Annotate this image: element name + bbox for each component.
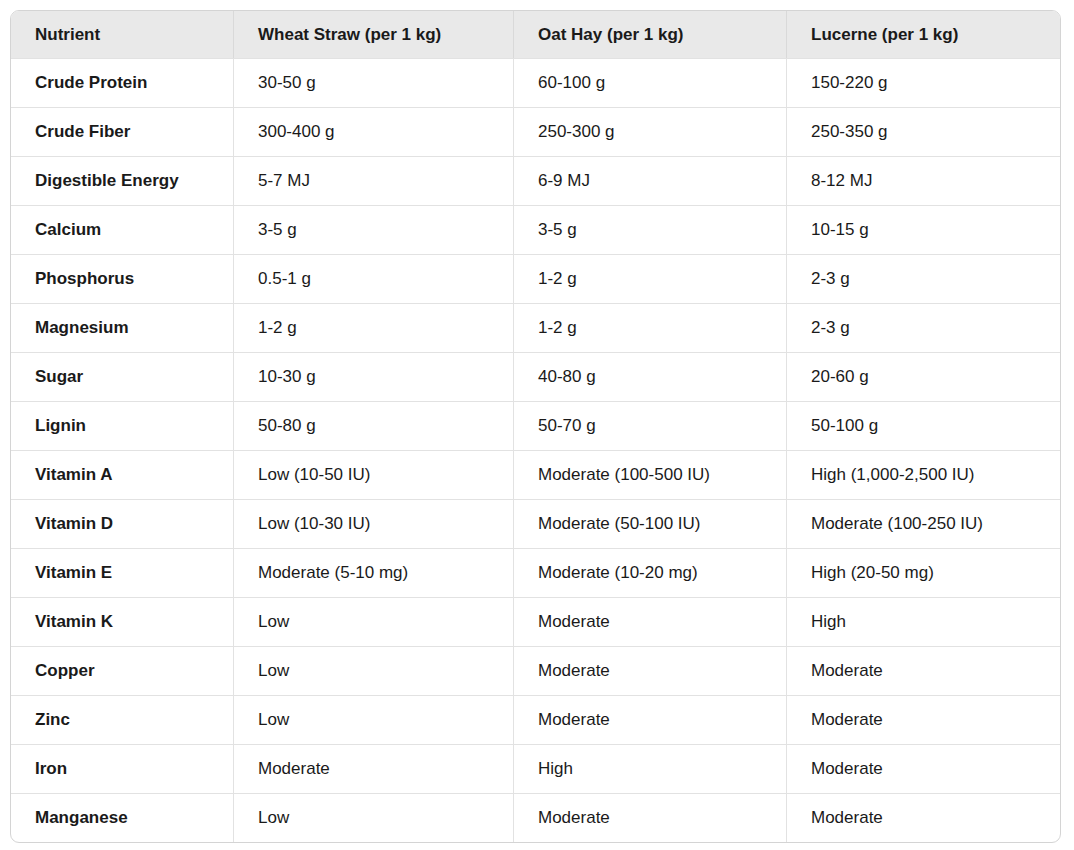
value-cell: 40-80 g [513, 352, 786, 401]
value-cell: 8-12 MJ [786, 156, 1061, 205]
value-cell: Moderate [786, 744, 1061, 793]
nutrient-cell: Phosphorus [11, 254, 233, 303]
value-cell: Moderate [513, 646, 786, 695]
value-cell: Low (10-50 IU) [233, 450, 513, 499]
value-cell: 300-400 g [233, 107, 513, 156]
column-header-lucerne: Lucerne (per 1 kg) [786, 11, 1061, 58]
nutrient-cell: Vitamin E [11, 548, 233, 597]
value-cell: High (1,000-2,500 IU) [786, 450, 1061, 499]
value-cell: High [513, 744, 786, 793]
value-cell: Moderate [513, 695, 786, 744]
value-cell: Moderate [513, 597, 786, 646]
value-cell: 1-2 g [513, 303, 786, 352]
value-cell: 50-100 g [786, 401, 1061, 450]
nutrient-cell: Magnesium [11, 303, 233, 352]
table-header: Nutrient Wheat Straw (per 1 kg) Oat Hay … [11, 11, 1061, 58]
nutrient-cell: Vitamin A [11, 450, 233, 499]
nutrient-cell: Copper [11, 646, 233, 695]
column-header-wheat-straw: Wheat Straw (per 1 kg) [233, 11, 513, 58]
table-row: Crude Fiber300-400 g250-300 g250-350 g [11, 107, 1061, 156]
value-cell: Moderate [233, 744, 513, 793]
value-cell: 250-300 g [513, 107, 786, 156]
nutrient-cell: Manganese [11, 793, 233, 842]
table-body: Crude Protein30-50 g60-100 g150-220 gCru… [11, 58, 1061, 842]
value-cell: 5-7 MJ [233, 156, 513, 205]
value-cell: Low [233, 695, 513, 744]
table-row: Lignin50-80 g50-70 g50-100 g [11, 401, 1061, 450]
value-cell: 50-80 g [233, 401, 513, 450]
table-row: Crude Protein30-50 g60-100 g150-220 g [11, 58, 1061, 107]
value-cell: Low (10-30 IU) [233, 499, 513, 548]
table-row: Calcium3-5 g3-5 g10-15 g [11, 205, 1061, 254]
table-row: Vitamin DLow (10-30 IU)Moderate (50-100 … [11, 499, 1061, 548]
nutrient-cell: Iron [11, 744, 233, 793]
value-cell: 6-9 MJ [513, 156, 786, 205]
table-row: Digestible Energy5-7 MJ6-9 MJ8-12 MJ [11, 156, 1061, 205]
value-cell: Moderate [513, 793, 786, 842]
value-cell: Moderate (100-250 IU) [786, 499, 1061, 548]
value-cell: Low [233, 793, 513, 842]
value-cell: 10-30 g [233, 352, 513, 401]
table-row: Vitamin KLowModerateHigh [11, 597, 1061, 646]
value-cell: Moderate (10-20 mg) [513, 548, 786, 597]
table-row: Phosphorus0.5-1 g1-2 g2-3 g [11, 254, 1061, 303]
table-row: Magnesium1-2 g1-2 g2-3 g [11, 303, 1061, 352]
nutrient-cell: Crude Protein [11, 58, 233, 107]
value-cell: 3-5 g [233, 205, 513, 254]
table-row: ManganeseLowModerateModerate [11, 793, 1061, 842]
table-row: IronModerateHighModerate [11, 744, 1061, 793]
table-row: ZincLowModerateModerate [11, 695, 1061, 744]
nutrient-cell: Vitamin K [11, 597, 233, 646]
value-cell: Low [233, 597, 513, 646]
table-row: Vitamin EModerate (5-10 mg)Moderate (10-… [11, 548, 1061, 597]
value-cell: 0.5-1 g [233, 254, 513, 303]
nutrient-cell: Sugar [11, 352, 233, 401]
value-cell: High [786, 597, 1061, 646]
value-cell: 30-50 g [233, 58, 513, 107]
nutrient-cell: Calcium [11, 205, 233, 254]
column-header-oat-hay: Oat Hay (per 1 kg) [513, 11, 786, 58]
value-cell: 50-70 g [513, 401, 786, 450]
value-cell: Moderate [786, 695, 1061, 744]
value-cell: 20-60 g [786, 352, 1061, 401]
value-cell: Moderate (50-100 IU) [513, 499, 786, 548]
nutrient-table: Nutrient Wheat Straw (per 1 kg) Oat Hay … [11, 11, 1061, 842]
column-header-nutrient: Nutrient [11, 11, 233, 58]
value-cell: 60-100 g [513, 58, 786, 107]
value-cell: 250-350 g [786, 107, 1061, 156]
value-cell: 10-15 g [786, 205, 1061, 254]
value-cell: Moderate (5-10 mg) [233, 548, 513, 597]
value-cell: High (20-50 mg) [786, 548, 1061, 597]
nutrient-comparison-table: Nutrient Wheat Straw (per 1 kg) Oat Hay … [10, 10, 1061, 843]
table-row: Sugar10-30 g40-80 g20-60 g [11, 352, 1061, 401]
table-header-row: Nutrient Wheat Straw (per 1 kg) Oat Hay … [11, 11, 1061, 58]
value-cell: Moderate [786, 793, 1061, 842]
value-cell: Moderate (100-500 IU) [513, 450, 786, 499]
nutrient-cell: Digestible Energy [11, 156, 233, 205]
table-row: Vitamin ALow (10-50 IU)Moderate (100-500… [11, 450, 1061, 499]
value-cell: 2-3 g [786, 254, 1061, 303]
value-cell: 2-3 g [786, 303, 1061, 352]
value-cell: 3-5 g [513, 205, 786, 254]
value-cell: 150-220 g [786, 58, 1061, 107]
value-cell: Moderate [786, 646, 1061, 695]
value-cell: 1-2 g [233, 303, 513, 352]
table-row: CopperLowModerateModerate [11, 646, 1061, 695]
nutrient-cell: Zinc [11, 695, 233, 744]
value-cell: 1-2 g [513, 254, 786, 303]
nutrient-cell: Crude Fiber [11, 107, 233, 156]
nutrient-cell: Lignin [11, 401, 233, 450]
nutrient-cell: Vitamin D [11, 499, 233, 548]
value-cell: Low [233, 646, 513, 695]
